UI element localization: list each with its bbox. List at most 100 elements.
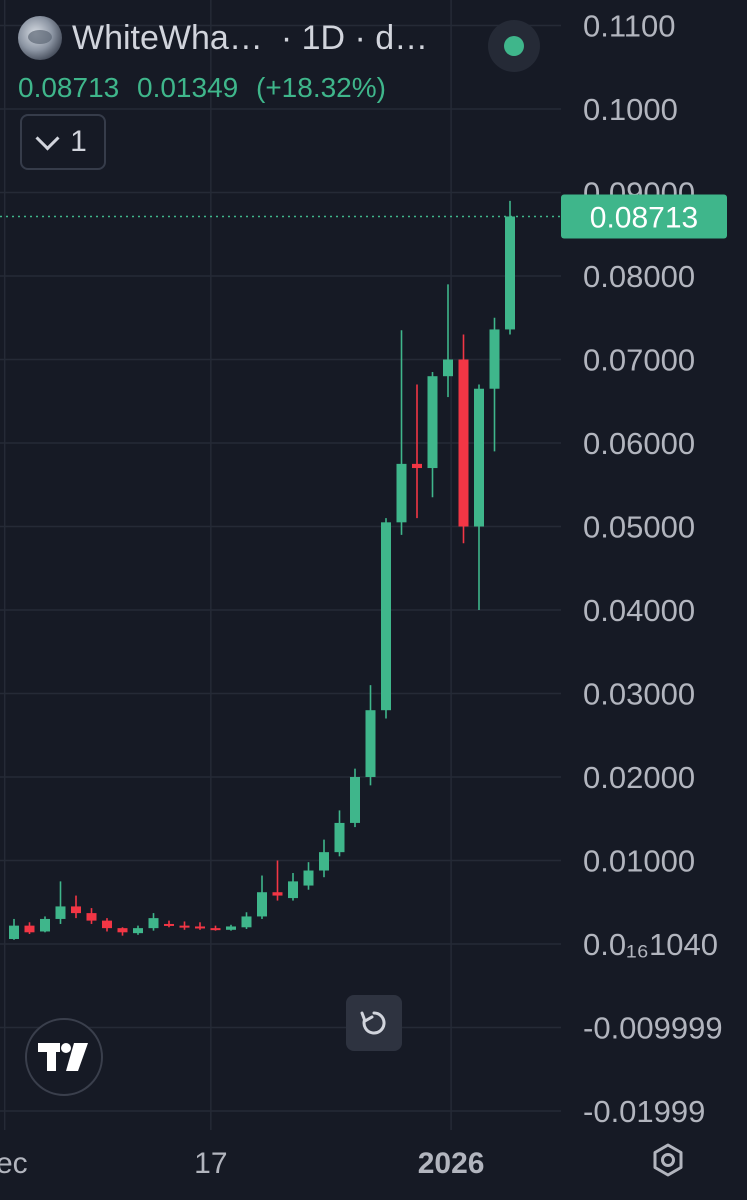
candle — [288, 873, 298, 901]
candle-body — [334, 822, 345, 853]
candle — [164, 920, 174, 928]
candles — [9, 200, 515, 940]
candle — [350, 768, 360, 828]
indicators-toggle-button[interactable]: 1 — [20, 114, 106, 170]
market-status[interactable] — [488, 20, 540, 72]
candle-body — [226, 926, 236, 930]
candle-body — [102, 920, 112, 929]
candle-body — [427, 376, 438, 469]
candle-body — [288, 881, 298, 899]
y-tick-label: 0.02000 — [583, 760, 695, 795]
candle-body — [396, 463, 407, 523]
x-tick-label: 2026 — [418, 1147, 485, 1180]
candle-body — [179, 925, 190, 928]
candle — [365, 685, 376, 786]
reset-chart-button[interactable] — [346, 995, 402, 1051]
candle-body — [55, 906, 66, 919]
status-dot-icon — [504, 36, 524, 56]
indicator-count: 1 — [70, 125, 87, 158]
candle-body — [412, 463, 422, 469]
change-value: 0.01349 — [137, 72, 239, 103]
candle-body — [257, 892, 267, 917]
candle-body — [350, 777, 360, 823]
y-tick-label: 0.08000 — [583, 259, 695, 294]
candle — [505, 200, 515, 335]
tradingview-logo-button[interactable] — [25, 1018, 103, 1096]
candle-body — [133, 928, 143, 934]
candle — [427, 372, 438, 498]
candle-body — [458, 359, 469, 527]
x-tick-label: ec — [0, 1147, 28, 1180]
candle-body — [117, 928, 128, 933]
close-value: 0.08713 — [18, 72, 120, 103]
candle-body — [195, 926, 205, 929]
candle — [319, 839, 329, 878]
chart-settings-button[interactable] — [648, 1140, 688, 1180]
candle — [24, 922, 35, 934]
time-axis[interactable]: ec 17 2026 — [0, 1147, 484, 1180]
candle-body — [86, 913, 97, 921]
candle — [412, 384, 422, 519]
candle-body — [241, 916, 252, 928]
candle — [443, 284, 453, 398]
y-tick-label: 0.01000 — [583, 844, 695, 879]
price-grid — [0, 0, 561, 1130]
candle — [272, 860, 283, 901]
candle — [381, 518, 391, 719]
candle-body — [505, 216, 515, 330]
candle-body — [381, 522, 391, 711]
candle — [9, 918, 19, 940]
candle-body — [210, 928, 221, 931]
candle — [133, 925, 143, 935]
candle — [55, 881, 66, 924]
y-tick-label: 0.05000 — [583, 510, 695, 545]
last-price-marker: 0.08713 — [561, 194, 727, 239]
x-tick-label: 17 — [194, 1147, 227, 1180]
change-percent: (+18.32%) — [256, 72, 386, 103]
candle — [195, 922, 205, 930]
candle — [303, 862, 314, 890]
candle — [334, 810, 345, 857]
candle-body — [474, 388, 484, 527]
candle — [257, 875, 267, 919]
candle — [148, 913, 159, 931]
token-logo-icon — [18, 16, 62, 60]
candle-body — [303, 870, 314, 886]
candle — [40, 916, 50, 933]
y-tick-label: -0.009999 — [583, 1011, 723, 1046]
symbol-name[interactable]: WhiteWha… — [72, 18, 263, 57]
candle — [210, 925, 221, 931]
y-tick-label: 0.06000 — [583, 426, 695, 461]
candle-body — [148, 918, 159, 929]
candle-body — [9, 925, 19, 939]
candle — [71, 895, 81, 919]
candle — [241, 912, 252, 929]
y-tick-label: 0.1100 — [583, 9, 676, 44]
last-price-label-bg — [561, 194, 727, 239]
y-tick-label: 0.07000 — [583, 343, 695, 378]
candle — [396, 330, 407, 535]
chart-header: WhiteWha… · 1D · d… 0.08713 0.01349 (+18… — [18, 14, 558, 170]
candle — [86, 908, 97, 924]
y-tick-label: 0.1000 — [583, 92, 678, 127]
candle-body — [71, 906, 81, 914]
candle — [489, 317, 500, 452]
candle — [458, 334, 469, 544]
gear-icon — [653, 1143, 683, 1177]
last-price-label: 0.08713 — [590, 201, 698, 234]
chevron-down-icon — [35, 125, 60, 151]
candle-body — [489, 329, 500, 389]
candle — [102, 918, 112, 932]
candle-body — [319, 852, 329, 871]
tradingview-logo-icon — [38, 1043, 88, 1071]
y-tick-label: 0.0₁₆1040 — [583, 927, 718, 962]
price-summary: 0.08713 0.01349 (+18.32%) — [18, 72, 558, 104]
interval-label[interactable]: · 1D · d… — [280, 18, 429, 57]
candle-body — [40, 918, 50, 932]
price-axis[interactable]: 0.11000.10000.090000.080000.070000.06000… — [583, 9, 723, 1130]
y-tick-label: 0.04000 — [583, 593, 695, 628]
candle-body — [443, 359, 453, 377]
candle-body — [164, 923, 174, 926]
candle — [226, 924, 236, 931]
